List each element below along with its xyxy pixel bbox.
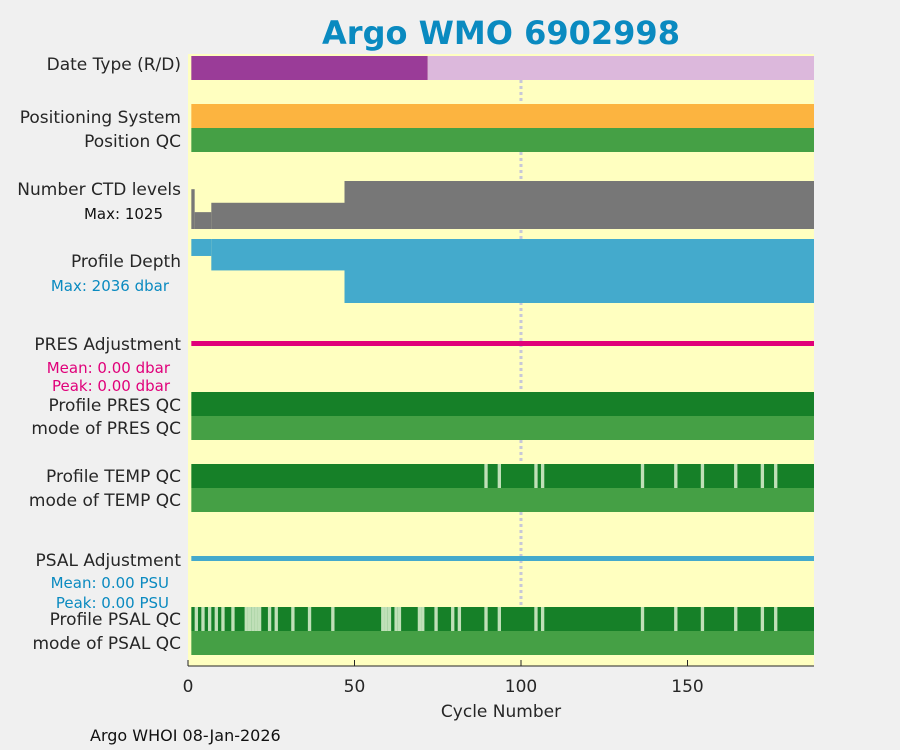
profile-psal-qc-flag-cycle-74 <box>434 607 438 631</box>
profile-psal-qc-flag-cycle-93 <box>497 607 501 631</box>
profile-psal-qc-flag-cycle-19 <box>251 607 255 631</box>
profile-psal-qc-flag-cycle-62 <box>394 607 398 631</box>
profile-psal-qc-flag-cycle-154 <box>700 607 705 631</box>
label-psal-adjustment: PSAL Adjustment <box>36 551 182 571</box>
label-profile-depth: Profile Depth <box>71 252 181 272</box>
profile-psal-qc-flag-cycle-176 <box>774 607 778 631</box>
profile-depth-step-1 <box>211 239 345 271</box>
profile-temp-qc-flag-cycle-176 <box>774 464 778 488</box>
profile-psal-qc-flag-cycle-106 <box>540 607 545 631</box>
profile-psal-qc-flag-cycle-63 <box>397 607 402 631</box>
profile-depth-step-2 <box>344 239 814 303</box>
profile-temp-qc-flag-cycle-93 <box>497 464 501 488</box>
label-mode-pres-qc: mode of PRES QC <box>31 419 181 439</box>
pres-adjustment-line <box>191 341 815 346</box>
profile-psal-qc-flag-cycle-24 <box>267 607 272 631</box>
profile-psal-qc-flag-cycle-18 <box>247 607 252 631</box>
ctd-levels-step-3 <box>344 181 814 229</box>
profile-psal-qc-flag-cycle-2 <box>194 607 198 631</box>
profile-temp-qc-flag-cycle-172 <box>760 464 765 488</box>
x-tick-label-0: 0 <box>183 677 194 697</box>
date-type-segment-0 <box>191 56 428 80</box>
mode-pres-qc-bar <box>191 416 815 440</box>
profile-temp-qc-flag-cycle-146 <box>674 464 678 488</box>
profile-psal-qc-bar <box>191 607 815 631</box>
profile-psal-qc-flag-cycle-36 <box>307 607 312 631</box>
profile-temp-qc-flag-cycle-154 <box>700 464 705 488</box>
date-type-segment-1 <box>427 56 814 80</box>
ctd-levels-step-0 <box>191 189 195 229</box>
profile-psal-qc-flag-cycle-172 <box>760 607 765 631</box>
profile-psal-qc-flag-cycle-10 <box>221 607 225 631</box>
profile-psal-qc-flag-cycle-136 <box>640 607 645 631</box>
profile-psal-qc-flag-cycle-21 <box>257 607 262 631</box>
mode-temp-qc-bar <box>191 488 815 512</box>
ctd-levels-step-1 <box>194 212 212 229</box>
profile-psal-qc-flag-cycle-4 <box>201 607 205 631</box>
profile-temp-qc-flag-cycle-106 <box>540 464 545 488</box>
label-pres-adjustment: PRES Adjustment <box>34 335 181 355</box>
profile-psal-qc-flag-cycle-8 <box>214 607 218 631</box>
profile-psal-qc-flag-cycle-104 <box>534 607 538 631</box>
profile-psal-qc-flag-cycle-81 <box>457 607 462 631</box>
profile-temp-qc-flag-cycle-164 <box>734 464 738 488</box>
x-tick-label-150: 150 <box>671 677 703 697</box>
profile-psal-qc-flag-cycle-13 <box>231 607 235 631</box>
profile-temp-qc-flag-cycle-136 <box>640 464 645 488</box>
ctd-levels-max-label: Max: 1025 <box>84 205 163 223</box>
x-axis-label: Cycle Number <box>441 702 561 722</box>
label-mode-psal-qc: mode of PSAL QC <box>32 634 181 654</box>
label-date-type: Date Type (R/D) <box>47 55 181 75</box>
pres-adjustment-peak-label: Peak: 0.00 dbar <box>52 377 171 395</box>
profile-psal-qc-flag-cycle-43 <box>331 607 335 631</box>
label-profile-psal-qc: Profile PSAL QC <box>50 610 181 630</box>
profile-psal-qc-flag-cycle-59 <box>384 607 388 631</box>
profile-psal-qc-flag-cycle-60 <box>387 607 392 631</box>
profile-psal-qc-flag-cycle-17 <box>244 607 248 631</box>
profile-psal-qc-flag-cycle-58 <box>381 607 385 631</box>
psal-adjustment-peak-label: Peak: 0.00 PSU <box>56 594 169 612</box>
profile-depth-step-0 <box>191 239 212 256</box>
x-tick-label-100: 100 <box>505 677 537 697</box>
label-mode-temp-qc: mode of TEMP QC <box>29 491 181 511</box>
position-qc-bar <box>191 128 815 152</box>
profile-pres-qc-bar <box>191 392 815 416</box>
profile-temp-qc-bar <box>191 464 815 488</box>
profile-psal-qc-flag-cycle-89 <box>484 607 488 631</box>
psal-adjustment-mean-label: Mean: 0.00 PSU <box>51 574 169 592</box>
profile-depth-max-label: Max: 2036 dbar <box>51 277 170 295</box>
profile-psal-qc-flag-cycle-146 <box>674 607 678 631</box>
mode-psal-qc-bar <box>191 631 815 655</box>
plot-area <box>188 54 814 666</box>
label-position-qc: Position QC <box>84 132 181 152</box>
pres-adjustment-mean-label: Mean: 0.00 dbar <box>47 359 171 377</box>
label-profile-temp-qc: Profile TEMP QC <box>46 467 181 487</box>
profile-psal-qc-flag-cycle-164 <box>734 607 738 631</box>
profile-psal-qc-flag-cycle-20 <box>254 607 258 631</box>
ctd-levels-step-2 <box>211 202 345 229</box>
profile-psal-qc-flag-cycle-26 <box>274 607 278 631</box>
psal-adjustment-line <box>191 556 815 561</box>
profile-psal-qc-flag-cycle-70 <box>421 607 425 631</box>
profile-psal-qc-flag-cycle-79 <box>451 607 455 631</box>
footer-credit: Argo WHOI 08-Jan-2026 <box>90 726 281 745</box>
label-ctd-levels: Number CTD levels <box>17 180 181 200</box>
profile-temp-qc-flag-cycle-104 <box>534 464 538 488</box>
label-positioning-system: Positioning System <box>20 108 181 128</box>
profile-psal-qc-flag-cycle-6 <box>207 607 212 631</box>
label-profile-pres-qc: Profile PRES QC <box>48 396 181 416</box>
x-tick-label-50: 50 <box>344 677 366 697</box>
profile-psal-qc-flag-cycle-31 <box>291 607 295 631</box>
positioning-system-bar <box>191 104 815 128</box>
profile-psal-qc-flag-cycle-69 <box>417 607 422 631</box>
chart-title: Argo WMO 6902998 <box>322 14 680 52</box>
profile-temp-qc-flag-cycle-89 <box>484 464 488 488</box>
